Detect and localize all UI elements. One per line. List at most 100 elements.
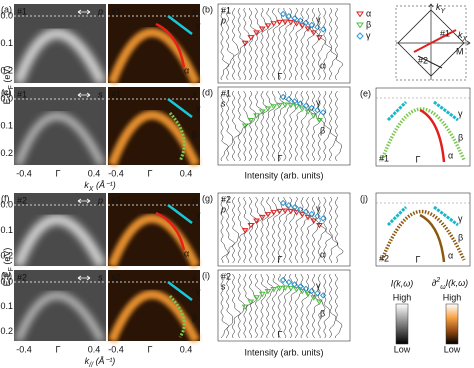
band-marker <box>316 299 323 306</box>
band-label: γ <box>316 14 321 24</box>
band-marker <box>281 19 289 25</box>
text-part: (eV) <box>2 66 12 86</box>
band-marker <box>253 218 260 224</box>
band-marker <box>298 212 306 218</box>
text-part: // <box>88 362 94 368</box>
sample-tag: #1 <box>17 89 27 99</box>
x-tick-label: Γ <box>56 344 61 354</box>
panel-label: (a) <box>1 4 12 14</box>
band-label: α <box>448 250 453 260</box>
gamma-marker <box>279 199 287 207</box>
spectrum-curve <box>254 196 264 264</box>
band-marker <box>287 102 295 109</box>
band-label: γ <box>458 213 463 223</box>
spectrum-curve <box>271 196 281 264</box>
band-marker <box>270 104 278 110</box>
legend-marker <box>356 32 364 40</box>
band-label: γ <box>458 108 463 118</box>
spectrum-curve <box>329 196 338 264</box>
spectrum-curve <box>323 273 331 339</box>
band-intensity <box>107 214 201 268</box>
gamma-marker <box>297 100 304 107</box>
gamma-marker <box>302 102 310 110</box>
spectrum-curve <box>294 196 303 263</box>
band-marker <box>241 123 249 129</box>
gamma-marker <box>302 19 310 27</box>
polarization: s <box>98 89 103 99</box>
cut-label: #1 <box>440 28 450 38</box>
band-label: α <box>184 65 189 75</box>
gamma-marker <box>314 212 321 220</box>
spectrum-curve <box>260 7 269 81</box>
spectrum-curve <box>266 90 276 162</box>
band-marker <box>281 102 289 108</box>
spectrum-curve <box>271 273 280 339</box>
spectrum-curve <box>249 7 258 81</box>
band-marker <box>276 208 283 215</box>
spectrum-curve <box>266 273 275 339</box>
spectrum-curve <box>300 90 308 162</box>
model-panel <box>375 192 471 267</box>
band-marker <box>264 23 272 29</box>
gamma-band <box>386 100 459 122</box>
spectrum-curve <box>289 90 297 162</box>
sample-tag: #2 <box>111 195 121 205</box>
polarization: s <box>98 272 103 282</box>
alpha-band <box>419 213 446 263</box>
spectrum-curve <box>317 90 325 162</box>
text-part: X <box>88 186 94 193</box>
band-label: α <box>320 60 325 70</box>
spectrum-curve <box>334 197 344 264</box>
sample-tag: #2 <box>17 195 27 205</box>
band-marker <box>247 222 255 229</box>
spectrum-curve <box>220 196 229 264</box>
band-marker <box>247 117 255 124</box>
cut-label: #2 <box>418 55 428 65</box>
y-tick-label: -0.1 <box>0 301 13 311</box>
spectrum-curve <box>311 273 321 339</box>
gamma-marker <box>285 201 293 209</box>
spectrum-curve <box>226 7 235 81</box>
gamma-marker <box>302 285 310 293</box>
band-marker <box>293 21 300 27</box>
band-marker <box>293 104 300 110</box>
panel-label: (b) <box>202 4 213 14</box>
y-tick-label: 0.0 <box>0 10 13 20</box>
gamma-label: Γ <box>278 153 283 163</box>
band-marker <box>258 214 266 221</box>
spectrum-curve <box>249 90 257 162</box>
cut-1 <box>413 29 457 53</box>
x-axis-title: k// (Å⁻¹) <box>85 356 116 368</box>
band-marker <box>247 35 255 41</box>
band-label: β <box>320 308 325 318</box>
spectrum-curve <box>226 273 234 339</box>
spectrum-curve <box>306 7 315 81</box>
y-axis-title: E-EF (eV) <box>2 248 15 287</box>
polarization: s <box>192 272 197 282</box>
band-label: β <box>192 129 197 139</box>
spectrum-curve <box>231 273 241 339</box>
colorbar-high: High <box>443 292 462 302</box>
y-tick-label: -0.1 <box>0 38 13 48</box>
gamma-band <box>167 281 193 301</box>
spectrum-curve <box>283 196 293 264</box>
spectrum-curve <box>300 273 309 339</box>
band-marker <box>264 289 272 295</box>
colorbar <box>445 303 459 345</box>
band-marker <box>253 113 260 119</box>
gamma-marker <box>285 278 293 286</box>
polarization: p <box>220 15 226 25</box>
band-marker <box>281 208 289 214</box>
band-label: β <box>458 232 463 242</box>
polarization-arrow <box>77 9 91 15</box>
y-tick-label: -0.2 <box>0 250 13 260</box>
band-marker <box>253 30 260 36</box>
text-part: I(k,ω) <box>446 278 469 288</box>
spectrum-curve <box>312 90 320 162</box>
sample-tag: #2 <box>221 271 231 281</box>
band-marker <box>241 228 249 234</box>
band-label: α <box>184 248 189 258</box>
band-label: γ <box>196 209 201 219</box>
gamma-label: Γ <box>416 154 421 164</box>
